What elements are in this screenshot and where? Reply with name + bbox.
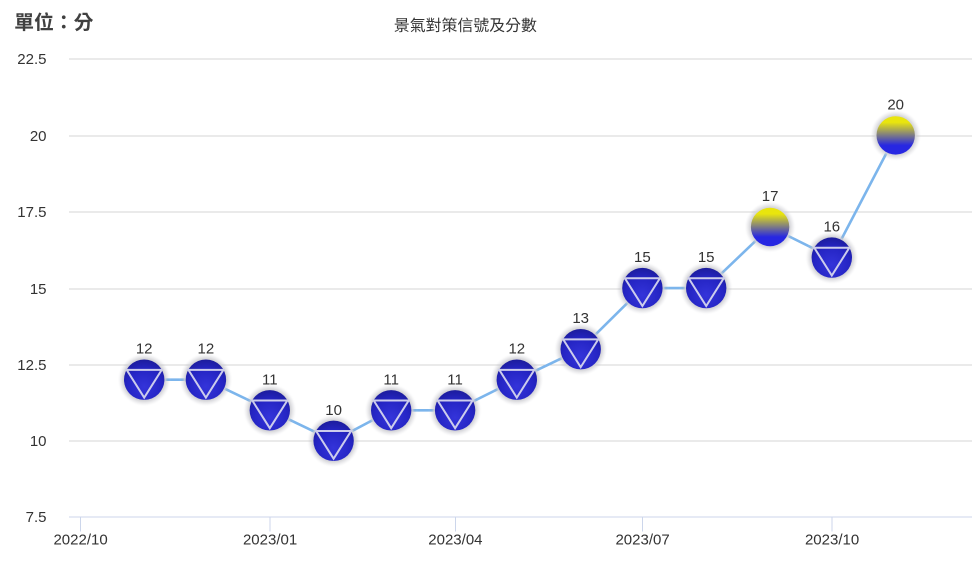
svg-text:2023/01: 2023/01 bbox=[243, 532, 297, 549]
svg-text:10: 10 bbox=[325, 402, 342, 419]
svg-text:15: 15 bbox=[698, 249, 715, 266]
svg-text:20: 20 bbox=[887, 96, 904, 113]
svg-text:12: 12 bbox=[136, 341, 153, 358]
svg-text:15: 15 bbox=[634, 249, 651, 266]
svg-text:11: 11 bbox=[262, 371, 278, 388]
svg-text:2023/04: 2023/04 bbox=[428, 532, 482, 549]
svg-text:7.5: 7.5 bbox=[26, 509, 47, 526]
svg-text:17.5: 17.5 bbox=[17, 204, 46, 221]
svg-text:12.5: 12.5 bbox=[17, 357, 46, 374]
svg-text:11: 11 bbox=[383, 371, 399, 388]
svg-text:2022/10: 2022/10 bbox=[53, 532, 107, 549]
svg-text:10: 10 bbox=[30, 433, 47, 450]
svg-text:20: 20 bbox=[30, 128, 47, 145]
svg-text:2023/07: 2023/07 bbox=[615, 532, 669, 549]
svg-text:17: 17 bbox=[762, 188, 779, 205]
svg-text:13: 13 bbox=[572, 310, 589, 327]
svg-text:16: 16 bbox=[823, 219, 840, 236]
svg-text:11: 11 bbox=[447, 371, 463, 388]
svg-text:12: 12 bbox=[198, 341, 215, 358]
svg-text:2023/10: 2023/10 bbox=[805, 532, 859, 549]
svg-text:12: 12 bbox=[508, 341, 525, 358]
svg-text:22.5: 22.5 bbox=[17, 51, 46, 68]
svg-text:15: 15 bbox=[30, 281, 47, 298]
